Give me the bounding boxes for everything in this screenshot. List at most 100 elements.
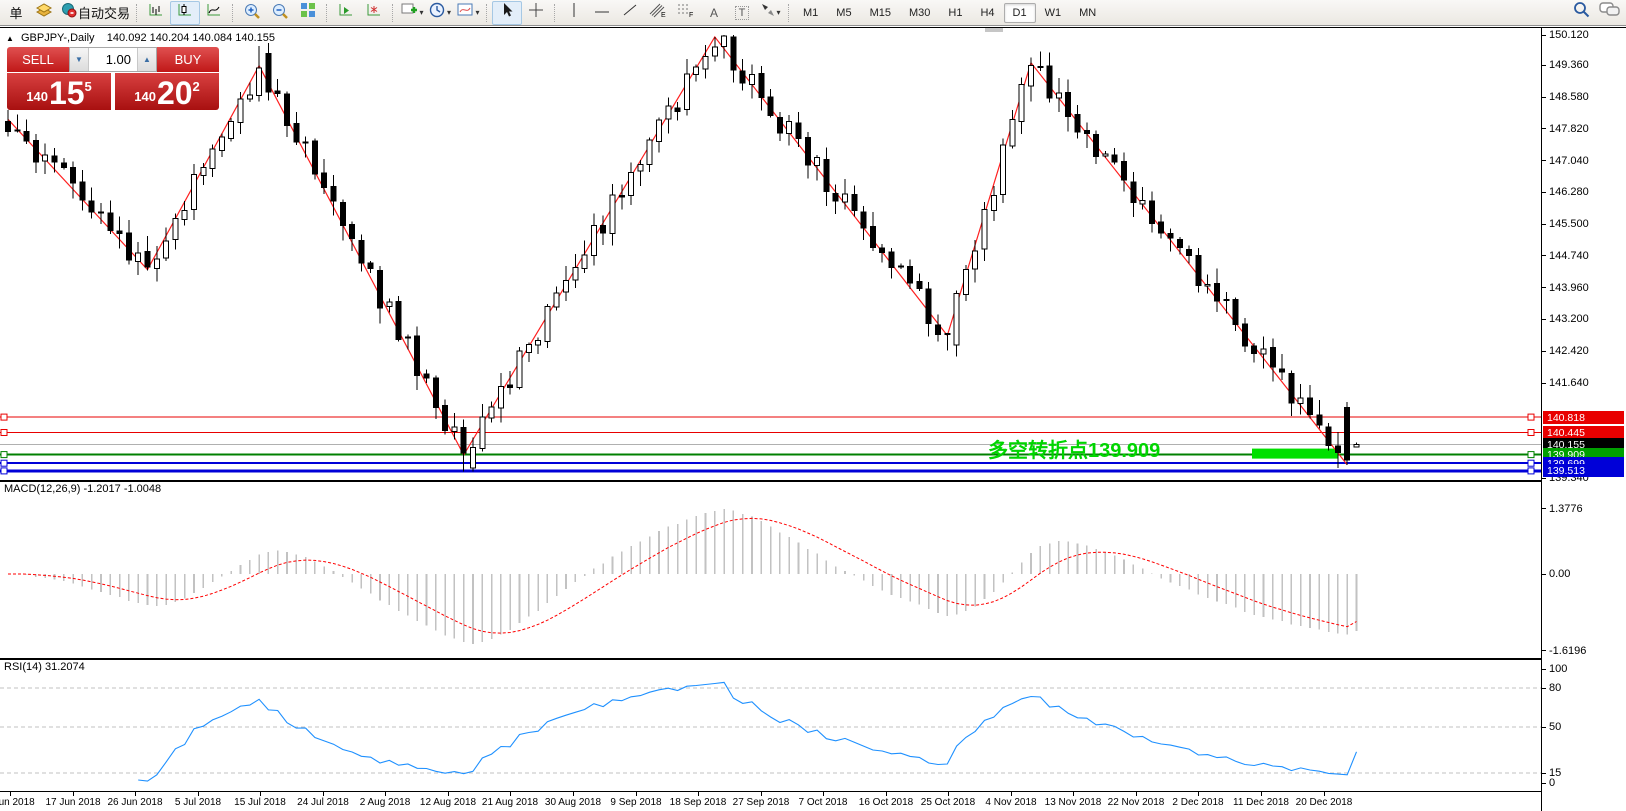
svg-text:F: F: [689, 12, 693, 18]
buy-price-display[interactable]: 140 20 2: [115, 73, 219, 110]
price-tag: 140.445: [1543, 426, 1624, 439]
date-label: 20 Dec 2018: [1295, 797, 1353, 808]
macd-axis-label: 0.00: [1542, 567, 1570, 581]
toolbar-separator: [136, 3, 138, 22]
pivot-annotation: 多空转折点139.909: [988, 440, 1161, 462]
text-label-tool-button[interactable]: T: [728, 2, 756, 24]
fibonacci-tool-button[interactable]: F: [672, 2, 700, 24]
new-chart-button[interactable]: ▾: [398, 2, 426, 24]
chat-button[interactable]: [1596, 2, 1624, 24]
tile-windows-icon: [300, 2, 316, 23]
zoom-in-icon: [243, 2, 261, 24]
rsi-axis-label: 100: [1542, 662, 1567, 676]
templates-button[interactable]: ▾: [454, 2, 482, 24]
price-axis[interactable]: 150.120 149.360 148.580 147.820 147.040 146.2…: [1541, 28, 1626, 811]
autotrading-button[interactable]: 自动交易: [58, 2, 132, 24]
zoom-in-button[interactable]: [238, 2, 266, 24]
sell-price-base: 140: [26, 89, 48, 104]
chart-play-icon: [337, 2, 355, 23]
date-axis[interactable]: 7 Jun 2018 17 Jun 2018 26 Jun 2018 5 Jul 20…: [0, 791, 1541, 811]
timeframe-D1[interactable]: D1: [1003, 2, 1036, 23]
macd-pane: [0, 480, 1541, 658]
crosshair-tool-button[interactable]: [522, 2, 550, 24]
vertical-line-tool-button[interactable]: [560, 2, 588, 24]
date-tick: [448, 792, 449, 796]
date-tick: [636, 792, 637, 796]
volume-decrease-button[interactable]: ▼: [70, 48, 89, 71]
volume-input[interactable]: 1.00: [105, 52, 131, 67]
sell-price-display[interactable]: 140 15 5: [7, 73, 111, 110]
rsi-header: RSI(14) 31.2074: [4, 661, 85, 673]
price-axis-label: 148.580: [1542, 90, 1589, 104]
price-axis-label: 150.120: [1542, 28, 1589, 42]
timeframe-MN[interactable]: MN: [1079, 6, 1097, 19]
timeframe-M30[interactable]: M30: [908, 6, 931, 19]
date-label: 30 Aug 2018: [544, 797, 602, 808]
timeframe-H4[interactable]: H4: [980, 6, 995, 19]
date-label: 7 Jun 2018: [0, 797, 35, 808]
arrows-tool-button[interactable]: ▾: [756, 2, 784, 24]
timeframe-M15[interactable]: M15: [869, 6, 891, 19]
toolbar-separator: [326, 3, 328, 22]
tile-windows-button[interactable]: [294, 2, 322, 24]
periods-button[interactable]: ▾: [426, 2, 454, 24]
channel-tool-button[interactable]: E: [644, 2, 672, 24]
symbol-period-label: GBPJPY-,Daily: [20, 32, 95, 44]
arrow-shapes-icon: [760, 2, 776, 23]
chart-properties-button[interactable]: [360, 2, 388, 24]
new-order-button[interactable]: 单: [2, 2, 30, 24]
axis-tick: [1542, 772, 1546, 774]
date-label: 24 Jul 2018: [297, 797, 349, 808]
date-tick: [385, 792, 386, 796]
line-chart-mode-button[interactable]: [200, 2, 228, 24]
horizontal-line-tool-button[interactable]: [588, 2, 616, 24]
chat-bubbles-icon: [1599, 1, 1621, 24]
price-tag: 140.155: [1543, 438, 1624, 451]
candle-chart-mode-button[interactable]: [170, 0, 201, 25]
date-label: 11 Dec 2018: [1233, 797, 1289, 808]
timeframe-H1[interactable]: H1: [948, 6, 963, 19]
zoom-out-button[interactable]: [266, 2, 294, 24]
search-button[interactable]: [1568, 2, 1596, 24]
price-tag: 140.818: [1543, 411, 1624, 424]
history-center-button[interactable]: [30, 2, 58, 24]
chart-scrollbar-thumb[interactable]: [985, 28, 1003, 32]
strategy-tester-button[interactable]: [332, 2, 360, 24]
axis-tick: [1542, 128, 1546, 130]
date-tick: [698, 792, 699, 796]
sell-price-sup: 5: [84, 79, 92, 94]
equidistant-channel-icon: E: [649, 2, 667, 23]
date-tick: [948, 792, 949, 796]
buy-button[interactable]: BUY: [157, 47, 219, 72]
timeframe-W1[interactable]: W1: [1044, 6, 1062, 19]
date-tick: [1136, 792, 1137, 796]
text-t-icon: T: [734, 5, 750, 20]
chart-star-icon: [365, 2, 383, 23]
trendline-tool-button[interactable]: [616, 2, 644, 24]
date-tick: [1198, 792, 1199, 796]
timeframe-M5[interactable]: M5: [836, 6, 852, 19]
date-label: 7 Oct 2018: [798, 797, 848, 808]
axis-tick: [1542, 668, 1546, 670]
date-label: 27 Sep 2018: [732, 797, 790, 808]
cursor-tool-button[interactable]: [492, 0, 523, 25]
bar-chart-mode-button[interactable]: [142, 2, 170, 24]
rsi-axis-label: 15: [1542, 766, 1561, 780]
main-chart[interactable]: [0, 28, 1541, 480]
toolbar-separator: [232, 3, 234, 22]
macd-chart[interactable]: [0, 482, 1541, 658]
sell-button[interactable]: SELL: [7, 47, 69, 72]
text-tool-button[interactable]: A: [700, 2, 728, 24]
price-axis-label: 144.740: [1542, 249, 1589, 263]
volume-control: ▼ 1.00 ▲: [69, 47, 157, 72]
price-axis-label: 143.960: [1542, 281, 1589, 295]
macd-axis-label: 1.3776: [1542, 502, 1583, 516]
new-order-label: 单: [9, 6, 23, 21]
date-tick: [886, 792, 887, 796]
date-label: 15 Jul 2018: [234, 797, 286, 808]
date-tick: [1011, 792, 1012, 796]
volume-increase-button[interactable]: ▲: [137, 48, 156, 71]
timeframe-M1[interactable]: M1: [803, 6, 819, 19]
axis-tick: [1542, 318, 1546, 320]
rsi-chart[interactable]: [0, 660, 1541, 791]
